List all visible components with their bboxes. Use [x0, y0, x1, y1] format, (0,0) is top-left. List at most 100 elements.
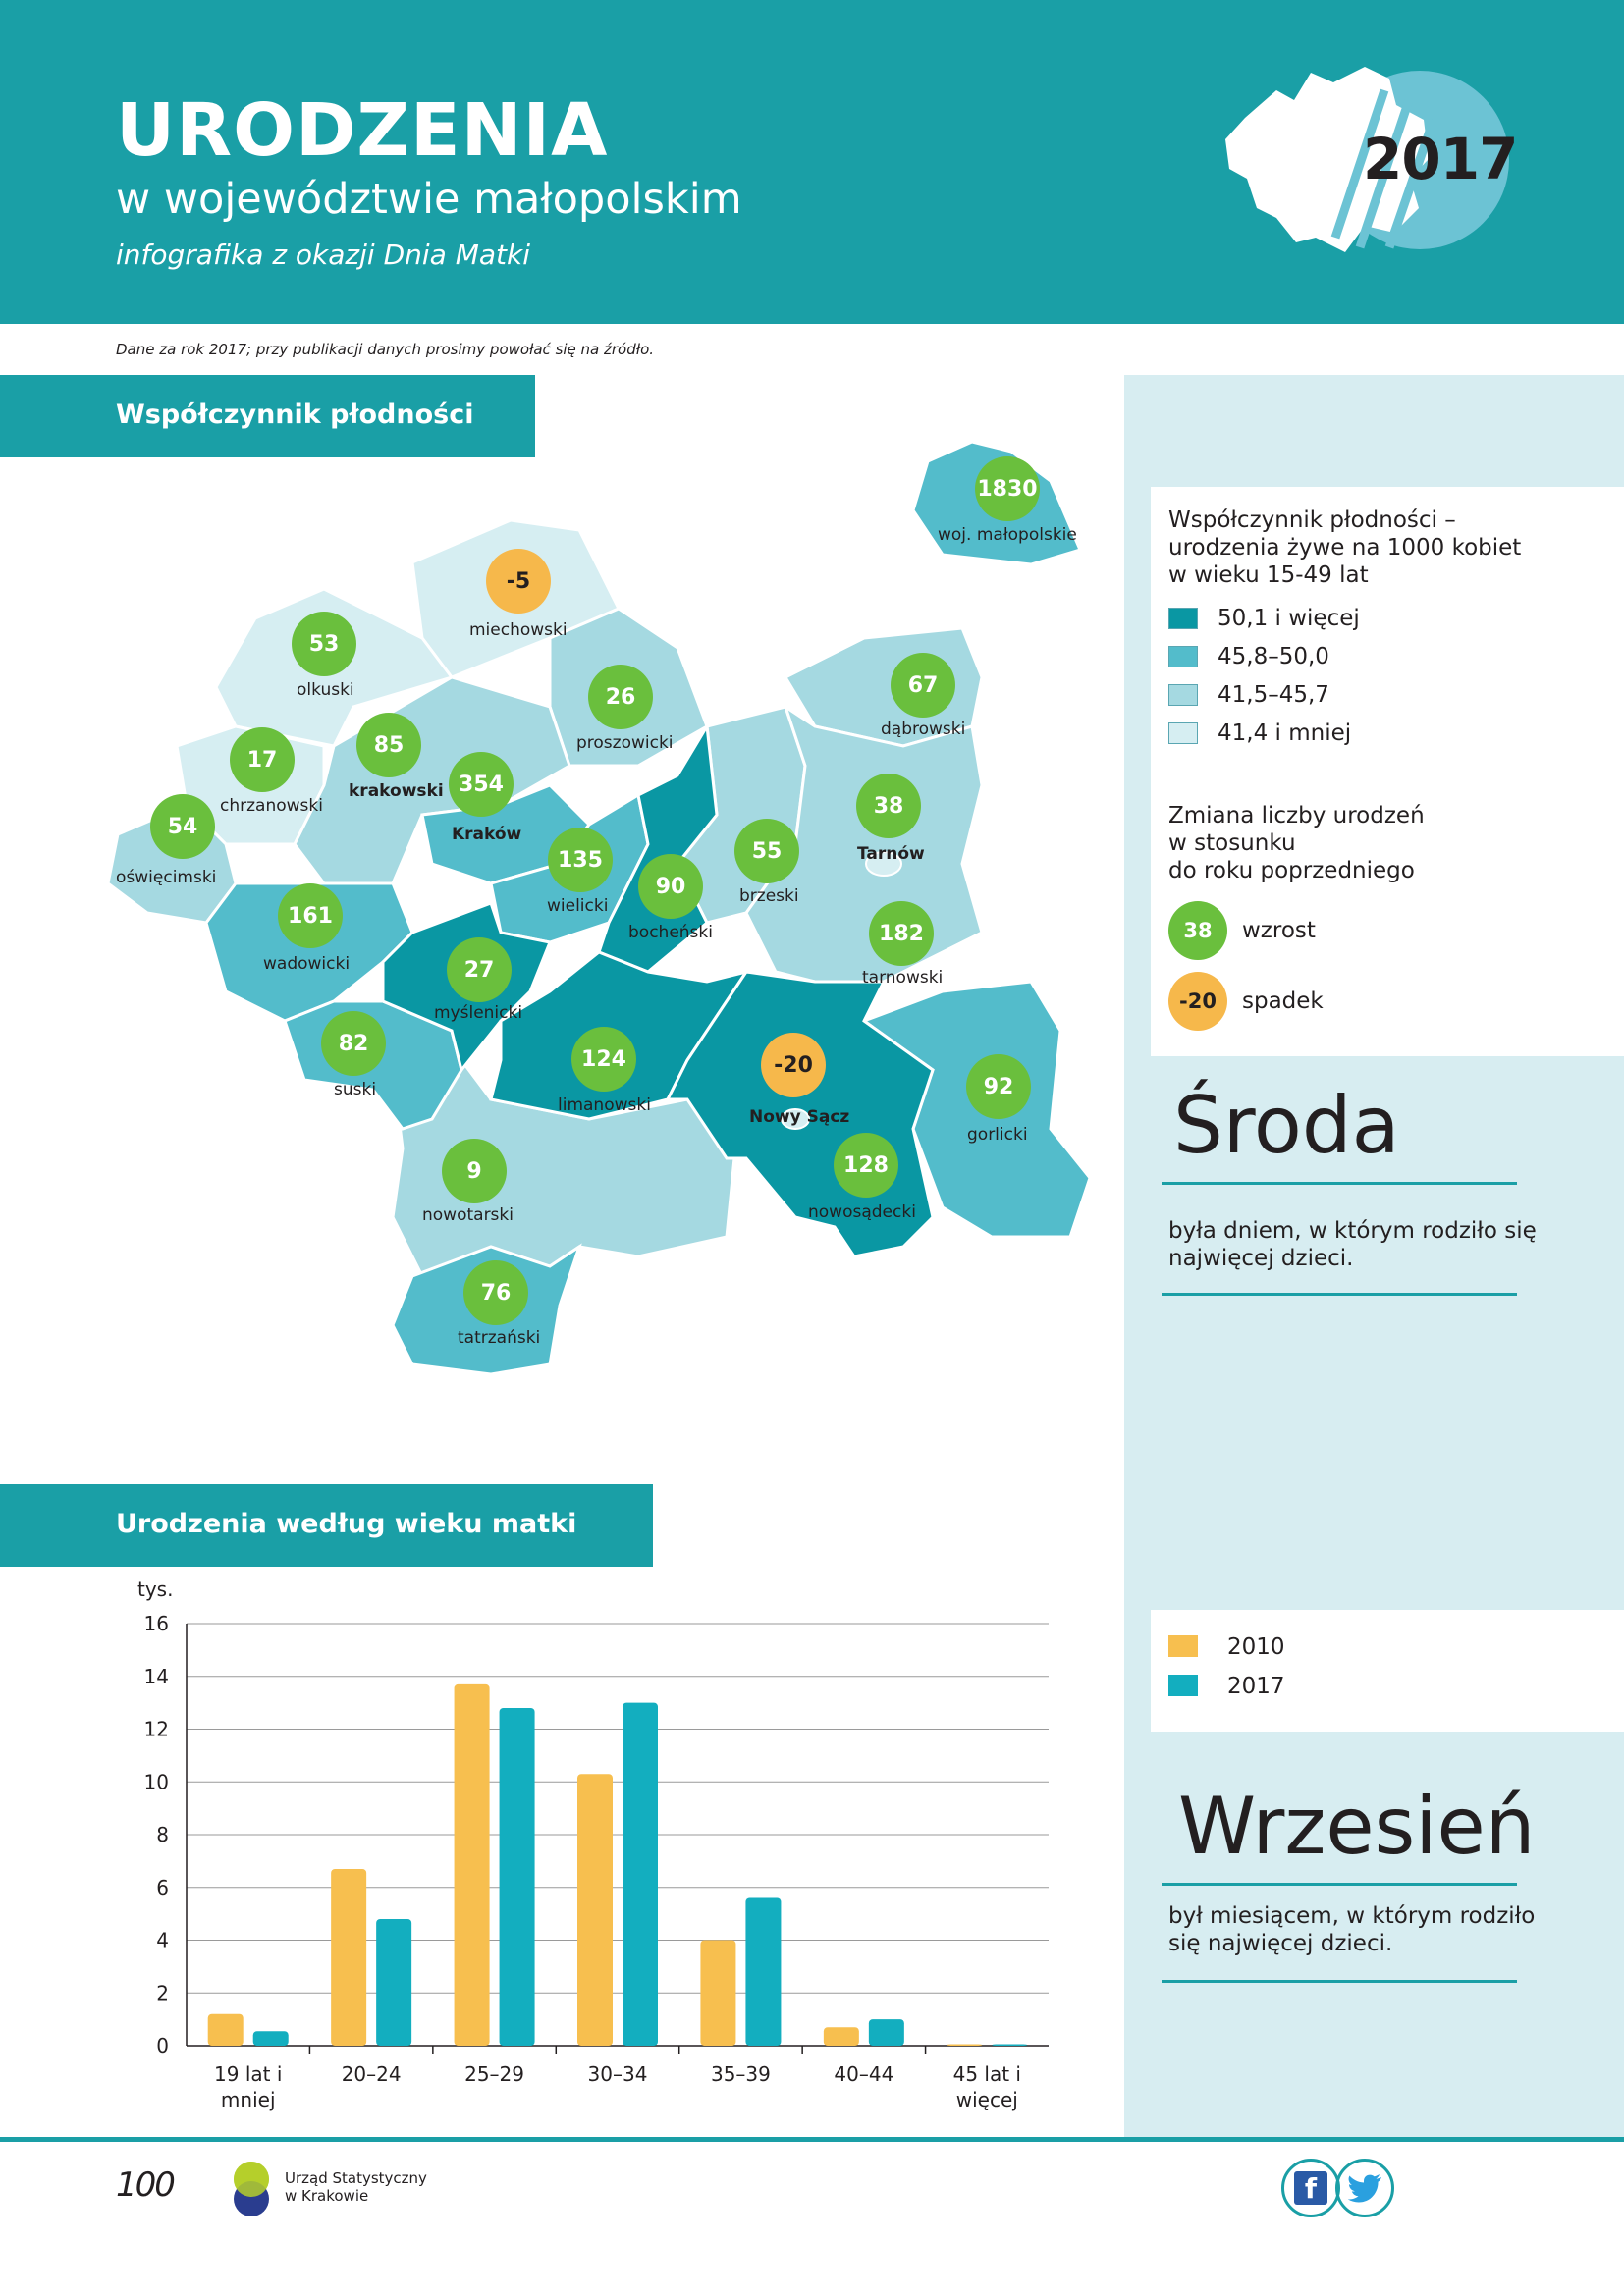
fact-text-month: był miesiącem, w którym rodziło się najw… — [1168, 1902, 1535, 1957]
bubble-olkuski: 53 — [292, 612, 356, 676]
label-wielicki: wielicki — [547, 896, 609, 916]
legend-change-title-line: do roku poprzedniego — [1168, 858, 1415, 883]
legend-change-title-line: w stosunku — [1168, 830, 1296, 856]
label-suski: suski — [334, 1080, 377, 1099]
bar-2010-5 — [823, 2027, 859, 2046]
x-tick-label: mniej — [221, 2088, 276, 2111]
y-tick-label: 14 — [144, 1665, 169, 1688]
label-gorlicki: gorlicki — [967, 1125, 1028, 1145]
bubble-wadowicki: 161 — [278, 883, 343, 948]
legend-title-line: urodzenia żywe na 1000 kobiet — [1168, 535, 1522, 561]
legend-increase-label: wzrost — [1242, 918, 1316, 943]
facebook-button[interactable]: f — [1281, 2159, 1340, 2217]
legend-change-title: Zmiana liczby urodzeń w stosunku do roku… — [1168, 802, 1425, 884]
label-nowotarski: nowotarski — [422, 1205, 514, 1225]
section-title-age: Urodzenia według wieku matki — [0, 1484, 653, 1567]
label-myslenicki: myślenicki — [434, 1003, 523, 1023]
label-brzeski: brzeski — [739, 886, 799, 906]
bar-2010-3 — [577, 1774, 613, 2046]
fact-text-day: była dniem, w którym rodziło się najwięc… — [1168, 1217, 1537, 1272]
region-silhouette-icon — [1225, 67, 1438, 252]
bar-2017-3 — [623, 1702, 658, 2046]
page-tagline: infografika z okazji Dnia Matki — [116, 239, 531, 271]
bubble-miechowski: -5 — [486, 549, 551, 614]
bar-2017-2 — [499, 1708, 535, 2046]
legend-class-2: 45,8–50,0 — [1218, 644, 1329, 669]
legend-class-1: 50,1 i więcej — [1218, 606, 1360, 631]
bubble-suski: 82 — [321, 1011, 386, 1076]
fact-divider — [1162, 1293, 1517, 1296]
legend-swatch-class-1 — [1168, 608, 1198, 629]
org-name: Urząd Statystyczny w Krakowie — [285, 2169, 427, 2205]
label-miechowski: miechowski — [469, 620, 568, 640]
label-oswiecimski: oświęcimski — [116, 868, 217, 887]
label-tarnow: Tarnów — [857, 844, 925, 864]
bubble-nowotarski: 9 — [442, 1139, 507, 1203]
x-tick-label: 20–24 — [342, 2062, 402, 2086]
fact-divider — [1162, 1182, 1517, 1185]
bar-2017-1 — [376, 1919, 412, 2046]
label-nowy-sacz: Nowy Sącz — [749, 1107, 850, 1127]
bubble-dabrowski: 67 — [891, 653, 955, 718]
map-legend — [1151, 487, 1624, 1056]
x-tick-label: więcej — [956, 2088, 1018, 2111]
y-axis-label: tys. — [137, 1577, 173, 1601]
legend-class-4: 41,4 i mniej — [1218, 721, 1352, 746]
legend-class-3: 41,5–45,7 — [1218, 682, 1329, 708]
map-city-nowy-sacz — [781, 1108, 810, 1130]
label-tatrzanski: tatrzański — [458, 1328, 541, 1348]
legend-swatch-class-3 — [1168, 684, 1198, 706]
bubble-krakowski: 85 — [356, 713, 421, 777]
fact-text-line: był miesiącem, w którym rodziło — [1168, 1903, 1536, 1929]
bar-2017-5 — [868, 2019, 904, 2046]
facebook-icon: f — [1294, 2171, 1327, 2205]
x-tick-label: 30–34 — [588, 2062, 648, 2086]
bubble-gorlicki: 92 — [966, 1054, 1031, 1119]
y-tick-label: 4 — [156, 1929, 169, 1952]
bubble-krakow: 354 — [449, 752, 514, 817]
bubble-tarnowski: 182 — [869, 901, 934, 966]
bar-2017-0 — [252, 2031, 289, 2046]
bubble-myslenicki: 27 — [447, 937, 512, 1002]
x-tick-label: 25–29 — [464, 2062, 524, 2086]
bar-2017-6 — [992, 2044, 1028, 2046]
org-name-line: Urząd Statystyczny — [285, 2169, 427, 2187]
chart-legend-swatch-2010 — [1168, 1635, 1198, 1657]
y-tick-label: 0 — [156, 2034, 169, 2057]
x-tick-label: 40–44 — [834, 2062, 893, 2086]
legend-increase-bubble: 38 — [1168, 901, 1227, 960]
chart-legend-label-2017: 2017 — [1227, 1674, 1285, 1699]
fact-word-day: Środa — [1173, 1080, 1400, 1171]
bubble-wielicki: 135 — [548, 828, 613, 892]
page-subtitle: w województwie małopolskim — [116, 175, 742, 224]
bubble-nowy-sacz: -20 — [761, 1033, 826, 1097]
bubble-chrzanowski: 17 — [230, 727, 295, 792]
data-note: Dane za rok 2017; przy publikacji danych… — [116, 341, 655, 358]
year-label: 2017 — [1363, 126, 1518, 192]
twitter-icon — [1347, 2174, 1381, 2203]
x-tick-label: 35–39 — [711, 2062, 771, 2086]
section-title-fertility: Współczynnik płodności — [0, 375, 535, 457]
x-tick-label: 45 lat i — [953, 2062, 1021, 2086]
bubble-bochenski: 90 — [638, 854, 703, 919]
label-nowosadecki: nowosądecki — [808, 1202, 916, 1222]
legend-title-line: w wieku 15-49 lat — [1168, 562, 1369, 588]
footer-divider — [0, 2137, 1624, 2142]
bubble-oswiecimski: 54 — [150, 794, 215, 859]
label-olkuski: olkuski — [297, 680, 354, 700]
twitter-button[interactable] — [1335, 2159, 1394, 2217]
bubble-tatrzanski: 76 — [463, 1260, 528, 1325]
gus-logo-icon — [234, 2162, 269, 2216]
label-bochenski: bocheński — [628, 923, 713, 942]
bubble-proszowicki: 26 — [588, 665, 653, 729]
page-title: URODZENIA — [116, 88, 609, 173]
chart-legend-label-2010: 2010 — [1227, 1634, 1285, 1660]
legend-decrease-label: spadek — [1242, 988, 1324, 1014]
bar-2010-0 — [207, 2013, 244, 2046]
bar-2010-4 — [700, 1940, 736, 2046]
y-tick-label: 12 — [144, 1718, 169, 1741]
label-krakowski: krakowski — [349, 781, 444, 801]
legend-title-line: Współczynnik płodności – — [1168, 507, 1456, 533]
y-tick-label: 6 — [156, 1876, 169, 1899]
